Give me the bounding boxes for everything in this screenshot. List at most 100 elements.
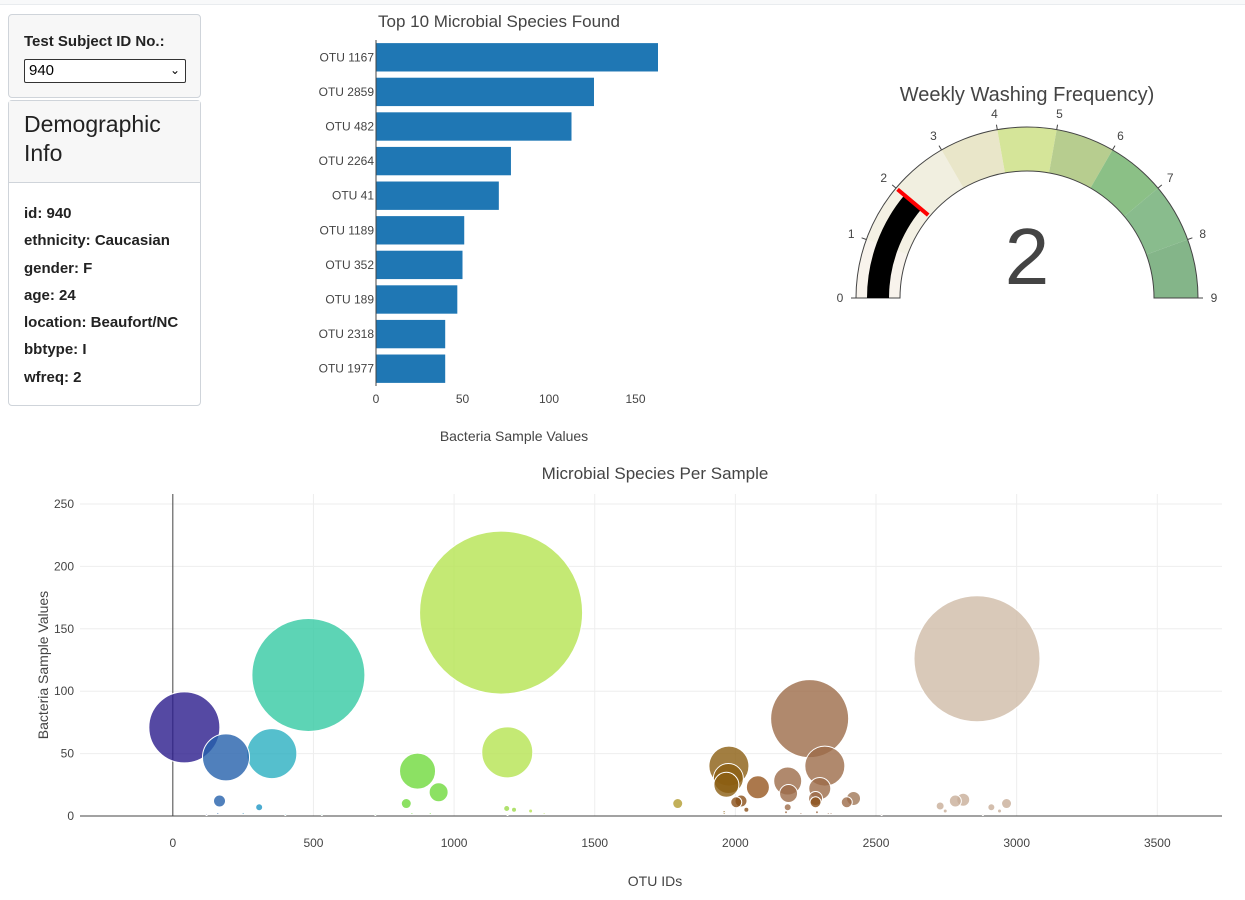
bubble-x-tick-1: 500 <box>303 836 323 850</box>
bubble-point-47 <box>722 812 726 816</box>
bar-4 <box>376 181 499 210</box>
gauge-tick-label-5: 5 <box>1056 107 1063 121</box>
demographic-row-age: age: 24 <box>24 286 76 304</box>
bubble-point-52 <box>374 813 377 817</box>
gauge-step-4 <box>997 127 1057 173</box>
demographic-info-card: Demographic Info id: 940 ethnicity: Cauc… <box>8 100 201 406</box>
bar-2 <box>376 112 572 141</box>
bubble-point-49 <box>410 812 414 816</box>
bubble-x-tick-4: 2000 <box>722 836 749 850</box>
bubble-point-33 <box>255 803 264 812</box>
bar-category-label-8: OTU 2318 <box>319 327 375 341</box>
bar-category-label-9: OTU 1977 <box>319 362 375 376</box>
bubble-point-43 <box>829 812 833 816</box>
subject-selector-label: Test Subject ID No.: <box>24 33 165 50</box>
subject-id-select[interactable]: 940 ⌄ <box>24 59 186 83</box>
top-border <box>0 0 1245 5</box>
bubble-point-53 <box>981 813 985 817</box>
bar-category-label-6: OTU 352 <box>325 258 374 272</box>
top10-bar-chart: Top 10 Microbial Species Found OTU 1167 OT… <box>319 12 658 444</box>
demographic-info-body: id: 940 ethnicity: Caucasian gender: F a… <box>9 183 200 391</box>
gauge-tick-label-2: 2 <box>880 171 887 185</box>
demographic-row-ethnicity: ethnicity: Caucasian <box>24 232 170 250</box>
gauge-step-8 <box>1146 239 1198 298</box>
bubble-x-tick-5: 2500 <box>863 836 890 850</box>
bubble-point-42 <box>814 810 819 815</box>
bubble-point-7 <box>201 733 250 782</box>
bar-x-tick-3: 150 <box>625 392 645 406</box>
bubble-x-tick-7: 3500 <box>1144 836 1171 850</box>
bubble-point-54 <box>205 813 208 817</box>
bar-x-axis-title: Bacteria Sample Values <box>440 428 588 444</box>
gauge-step-6 <box>1090 149 1158 217</box>
bubble-point-21 <box>213 794 227 808</box>
demographic-info-title: Demographic Info <box>24 111 161 166</box>
bubble-point-4 <box>148 691 221 764</box>
gauge-tick-mark-3 <box>938 145 942 151</box>
bar-x-tick-2: 100 <box>539 392 559 406</box>
bubble-point-14 <box>745 775 770 800</box>
bar-0 <box>376 43 658 72</box>
bubble-point-46 <box>542 812 546 816</box>
demographic-row-wfreq: wfreq: 2 <box>24 368 82 386</box>
bar-category-label-7: OTU 189 <box>325 293 374 307</box>
bubble-point-13 <box>713 771 740 798</box>
gauge-threshold-line <box>896 187 930 217</box>
bar-category-label-2: OTU 482 <box>325 120 374 134</box>
subject-id-selected-value: 940 <box>29 62 55 79</box>
bubble-point-41 <box>784 810 789 815</box>
gauge-tick-label-9: 9 <box>1211 291 1218 305</box>
bubble-point-17 <box>779 784 799 804</box>
chevron-down-icon: ⌄ <box>169 63 180 77</box>
bubble-point-5 <box>481 726 534 779</box>
bar-category-label-1: OTU 2859 <box>319 85 375 99</box>
bar-3 <box>376 146 511 176</box>
bubble-point-30 <box>935 801 945 811</box>
bubble-x-tick-6: 3000 <box>1003 836 1030 850</box>
demographic-row-gender: gender: F <box>24 259 93 277</box>
bubble-point-3 <box>770 679 850 759</box>
bar-5 <box>376 216 465 245</box>
bubble-point-34 <box>503 805 511 813</box>
bubble-point-26 <box>840 796 853 809</box>
bubble-point-35 <box>511 806 518 813</box>
bubble-y-axis-title: Bacteria Sample Values <box>35 591 51 739</box>
bubble-point-58 <box>506 813 509 817</box>
demographic-row-location: location: Beaufort/NC <box>24 314 179 332</box>
gauge-tick-mark-1 <box>861 237 867 240</box>
bubble-point-50 <box>216 812 220 816</box>
bubble-point-0 <box>419 530 584 695</box>
bubble-y-tick-5: 250 <box>54 497 74 511</box>
subject-selector-card: Test Subject ID No.: 940 ⌄ <box>8 14 201 98</box>
gauge-tick-mark-5 <box>1056 124 1059 130</box>
bubble-point-16 <box>428 782 449 803</box>
bar-6 <box>376 250 463 280</box>
bar-category-label-5: OTU 1189 <box>320 223 375 237</box>
bubble-point-38 <box>997 808 1003 814</box>
bar-9 <box>376 354 446 383</box>
gauge-tick-label-6: 6 <box>1117 129 1124 143</box>
gauge-tick-label-4: 4 <box>991 107 998 121</box>
gauge-tick-mark-2 <box>891 184 897 189</box>
bubble-point-10 <box>399 752 437 790</box>
bar-7 <box>376 285 458 314</box>
gauge-tick-mark-6 <box>1112 145 1116 151</box>
bubble-point-39 <box>528 808 534 814</box>
demographic-row-bbtype: bbtype: I <box>24 341 87 359</box>
bubble-y-tick-4: 200 <box>54 559 74 573</box>
bubble-point-31 <box>987 803 996 812</box>
bar-x-tick-1: 50 <box>456 392 470 406</box>
bubble-point-29 <box>400 798 412 810</box>
bubble-point-36 <box>743 806 750 813</box>
gauge-tick-label-1: 1 <box>848 227 855 241</box>
bar-x-tick-0: 0 <box>373 392 380 406</box>
bubble-x-axis-title: OTU IDs <box>628 873 682 889</box>
gauge-tick-label-3: 3 <box>930 129 937 143</box>
bar-8 <box>376 319 446 349</box>
bubble-point-55 <box>320 813 324 817</box>
bubble-x-tick-0: 0 <box>169 836 176 850</box>
gauge-value-bar <box>867 195 922 298</box>
bubble-point-25 <box>730 796 743 809</box>
washing-frequency-gauge: Weekly Washing Frequency) 0 1 2 3 4 5 6 7 8 9 2 <box>837 84 1218 305</box>
